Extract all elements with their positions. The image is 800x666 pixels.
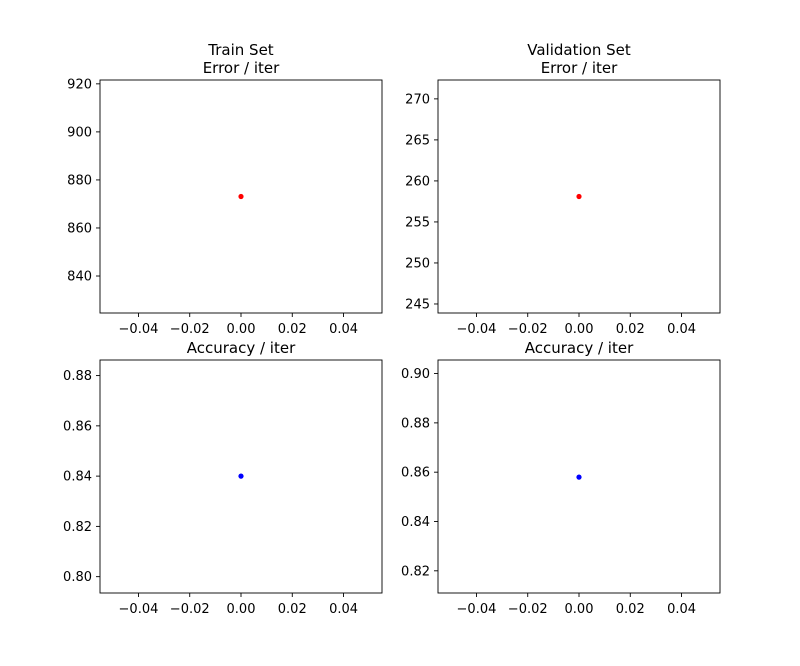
y-tick-label: 860 — [67, 221, 92, 236]
data-point — [238, 473, 244, 479]
subplot-title: Validation Set Error / iter — [527, 41, 631, 77]
x-tick-label: 0.04 — [329, 322, 358, 337]
y-tick-label: 0.82 — [401, 564, 430, 579]
x-tick-label: 0.00 — [227, 602, 256, 617]
x-tick-label: −0.04 — [119, 602, 159, 617]
subplot-2: Validation Set Error / iter −0.04 −0.02 0.00… — [405, 41, 721, 337]
subplot-1: Train Set Error / iter −0.04 −0.02 0.00 0.02 0… — [67, 41, 383, 337]
subplot-title: Accuracy / iter — [187, 339, 296, 357]
subplot-title-line: Accuracy / iter — [525, 339, 634, 357]
y-tick-label: 0.84 — [401, 515, 430, 530]
y-tick-label: 0.80 — [63, 570, 92, 585]
x-tick-label: −0.04 — [457, 322, 497, 337]
y-tick-label: 260 — [405, 174, 430, 189]
y-tick-label: 0.86 — [401, 466, 430, 481]
x-tick-label: 0.02 — [278, 602, 307, 617]
y-tick-label: 920 — [67, 77, 92, 92]
subplot-title: Train Set Error / iter — [203, 41, 280, 77]
subplot-title-line: Validation Set — [527, 41, 631, 59]
axes-frame — [99, 359, 383, 594]
x-tick-label: 0.00 — [227, 322, 256, 337]
y-tick-label: 255 — [405, 215, 430, 230]
y-tick-label: 270 — [405, 92, 430, 107]
y-tick-label: 840 — [67, 270, 92, 285]
y-tick-label: 0.82 — [63, 520, 92, 535]
x-tick-label: 0.02 — [616, 322, 645, 337]
data-point — [238, 193, 244, 200]
y-tick-label: 0.88 — [63, 369, 92, 384]
y-tick-label: 900 — [67, 125, 92, 140]
x-tick-label: 0.04 — [667, 602, 696, 617]
y-tick-label: 250 — [405, 256, 430, 271]
subplot-3: Accuracy / iter −0.04 −0.02 0.00 0.02 0.04 0.8… — [63, 339, 383, 617]
subplot-title-line: Error / iter — [541, 59, 618, 77]
axes-frame — [437, 79, 721, 314]
x-tick-label: 0.04 — [667, 322, 696, 337]
x-tick-label: −0.02 — [170, 602, 210, 617]
axes-frame — [99, 79, 383, 314]
x-tick-label: 0.02 — [278, 322, 307, 337]
subplot-title-line: Train Set — [207, 41, 274, 59]
x-tick-label: 0.04 — [329, 602, 358, 617]
data-point — [576, 474, 582, 480]
x-tick-label: −0.04 — [119, 322, 159, 337]
x-tick-label: −0.04 — [457, 602, 497, 617]
x-tick-label: 0.00 — [565, 322, 594, 337]
x-tick-label: 0.02 — [616, 602, 645, 617]
x-tick-label: −0.02 — [508, 602, 548, 617]
x-tick-label: −0.02 — [508, 322, 548, 337]
data-point — [576, 193, 582, 200]
y-tick-label: 880 — [67, 173, 92, 188]
y-tick-label: 265 — [405, 133, 430, 148]
y-tick-label: 0.86 — [63, 419, 92, 434]
y-tick-label: 0.88 — [401, 416, 430, 431]
y-tick-label: 0.90 — [401, 367, 430, 382]
y-tick-label: 0.84 — [63, 470, 92, 485]
y-tick-label: 245 — [405, 297, 430, 312]
subplot-title-line: Error / iter — [203, 59, 280, 77]
subplot-4: Accuracy / iter −0.04 −0.02 0.00 0.02 0.04 0.8… — [401, 339, 721, 617]
axes-frame — [437, 359, 721, 594]
x-tick-label: −0.02 — [170, 322, 210, 337]
subplot-title-line: Accuracy / iter — [187, 339, 296, 357]
subplot-title: Accuracy / iter — [525, 339, 634, 357]
x-tick-label: 0.00 — [565, 602, 594, 617]
